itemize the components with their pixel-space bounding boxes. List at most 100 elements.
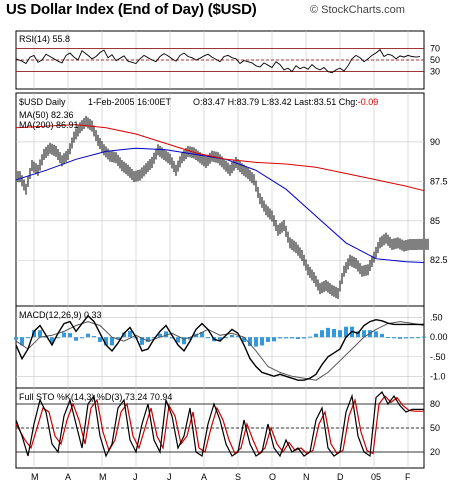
legend-change-label: Chg: xyxy=(339,97,358,107)
sto-k-line xyxy=(15,391,424,458)
macd-histogram-bar xyxy=(74,337,78,341)
macd-histogram-bar xyxy=(320,330,324,338)
sto-y-tick-label: 50 xyxy=(430,423,440,433)
macd-histogram-bar xyxy=(116,337,120,340)
legend-ma200: MA(200) 86.91 xyxy=(19,120,79,130)
macd-histogram-bar xyxy=(230,334,234,338)
sto-y-tick-label: 20 xyxy=(430,447,440,457)
macd-histogram-bar xyxy=(248,337,252,347)
x-tick-label: F xyxy=(405,472,411,482)
legend-high-label: H: xyxy=(228,97,237,107)
x-tick-label: 05 xyxy=(371,472,381,482)
price-y-tick-label: 82.5 xyxy=(430,255,448,265)
stockcharts-credit[interactable]: © StockCharts.com xyxy=(310,4,405,16)
macd-histogram-bar xyxy=(296,337,300,339)
legend-high: 83.79 xyxy=(237,97,260,107)
macd-histogram-bar xyxy=(176,337,180,343)
macd-histogram-bar xyxy=(260,337,264,346)
macd-histogram-bar xyxy=(218,337,222,341)
macd-histogram-bar xyxy=(182,337,186,345)
macd-histogram-bar xyxy=(314,333,318,338)
legend-open-label: O: xyxy=(193,97,203,107)
x-tick-label: J xyxy=(167,472,172,482)
legend-low: 83.42 xyxy=(269,97,292,107)
x-tick-label: M xyxy=(31,472,39,482)
macd-histogram-bar xyxy=(416,337,420,339)
macd-histogram-bar xyxy=(332,329,336,338)
sto-d-line xyxy=(15,395,424,455)
rsi-y-tick-label: 30 xyxy=(430,67,440,77)
macd-histogram-bar xyxy=(356,331,360,338)
macd-y-tick-label: -.50 xyxy=(430,352,446,362)
macd-histogram-bar xyxy=(140,337,144,345)
macd-histogram-bar xyxy=(326,327,330,338)
macd-histogram-bar xyxy=(20,337,24,346)
macd-histogram-bar xyxy=(146,337,150,342)
macd-histogram-bar xyxy=(410,337,414,339)
macd-histogram-bar xyxy=(302,337,306,339)
macd-histogram-bar xyxy=(344,326,348,338)
macd-histogram-bar xyxy=(44,336,48,338)
price-y-tick-label: 85 xyxy=(430,216,440,226)
price-symbol-label: $USD Daily xyxy=(19,97,66,107)
macd-histogram-bar xyxy=(290,337,294,339)
x-tick-label: S xyxy=(235,472,241,482)
legend-ohlc: O:83.47 H:83.79 L:83.42 Last:83.51 Chg:-… xyxy=(193,97,378,107)
price-y-tick-label: 90 xyxy=(430,137,440,147)
macd-y-tick-label: 0.00 xyxy=(430,332,448,342)
macd-histogram-bar xyxy=(110,337,114,346)
macd-histogram-bar xyxy=(80,337,84,339)
macd-histogram-bar xyxy=(200,331,204,338)
rsi-line xyxy=(15,48,421,74)
x-tick-label: D xyxy=(337,472,344,482)
axis-labels: M A M J J A S O N D 05 F 30 50 70 82.5 85 87.5 90 -1.0 -.50 0… xyxy=(31,43,448,482)
macd-histogram-bar xyxy=(122,332,126,338)
macd-histogram-bar xyxy=(206,337,210,339)
legend-low-label: L: xyxy=(262,97,270,107)
price-y-tick-label: 87.5 xyxy=(430,176,448,186)
macd-histogram-bar xyxy=(50,337,54,344)
x-tick-label: J xyxy=(133,472,138,482)
macd-histogram-bar xyxy=(170,337,174,339)
legend-open: 83.47 xyxy=(203,97,226,107)
macd-histogram-bar xyxy=(242,337,246,342)
macd-histogram-bar xyxy=(362,330,366,338)
macd-histogram-bar xyxy=(386,337,390,339)
macd-histogram-bar xyxy=(98,337,102,342)
ma50-line xyxy=(15,147,425,263)
ma200-line xyxy=(15,124,425,192)
macd-histogram-bar xyxy=(224,337,228,339)
rsi-label: RSI(14) 55.8 xyxy=(19,34,70,44)
rsi-y-tick-label: 70 xyxy=(430,43,440,53)
macd-histogram-bar xyxy=(188,337,192,340)
legend-last: 83.51 xyxy=(314,97,337,107)
macd-histogram-bar xyxy=(56,337,60,339)
x-tick-label: A xyxy=(65,472,71,482)
macd-histogram-bar xyxy=(284,337,288,339)
x-tick-label: O xyxy=(269,472,276,482)
macd-y-tick-label: .50 xyxy=(430,313,443,323)
macd-histogram-bar xyxy=(236,336,240,338)
macd-line xyxy=(15,314,424,381)
macd-histogram-bar xyxy=(152,337,156,339)
sto-y-tick-label: 80 xyxy=(430,399,440,409)
macd-y-tick-label: -1.0 xyxy=(430,371,446,381)
macd-histogram-bar xyxy=(374,331,378,338)
macd-histogram-bar xyxy=(278,337,282,339)
macd-histogram-bar xyxy=(86,333,90,338)
x-tick-label: N xyxy=(303,472,310,482)
macd-histogram-bar xyxy=(38,330,42,338)
macd-signal-line xyxy=(15,321,425,381)
macd-histogram-bar xyxy=(104,337,108,346)
macd-histogram-bar xyxy=(128,330,132,338)
macd-label: MACD(12,26,9) 0.33 xyxy=(19,310,102,320)
legend-ma50: MA(50) 82.36 xyxy=(19,110,74,120)
chart-marks xyxy=(14,48,429,458)
price-legend: 1-Feb-2005 16:00ET O:83.47 H:83.79 L:83.… xyxy=(19,97,378,130)
macd-histogram-bar xyxy=(398,337,402,339)
macd-histogram-bar xyxy=(380,333,384,338)
macd-histogram-bar xyxy=(254,337,258,347)
chart-title: US Dollar Index (End of Day) ($USD) xyxy=(6,1,257,18)
macd-histogram-bar xyxy=(32,330,36,338)
